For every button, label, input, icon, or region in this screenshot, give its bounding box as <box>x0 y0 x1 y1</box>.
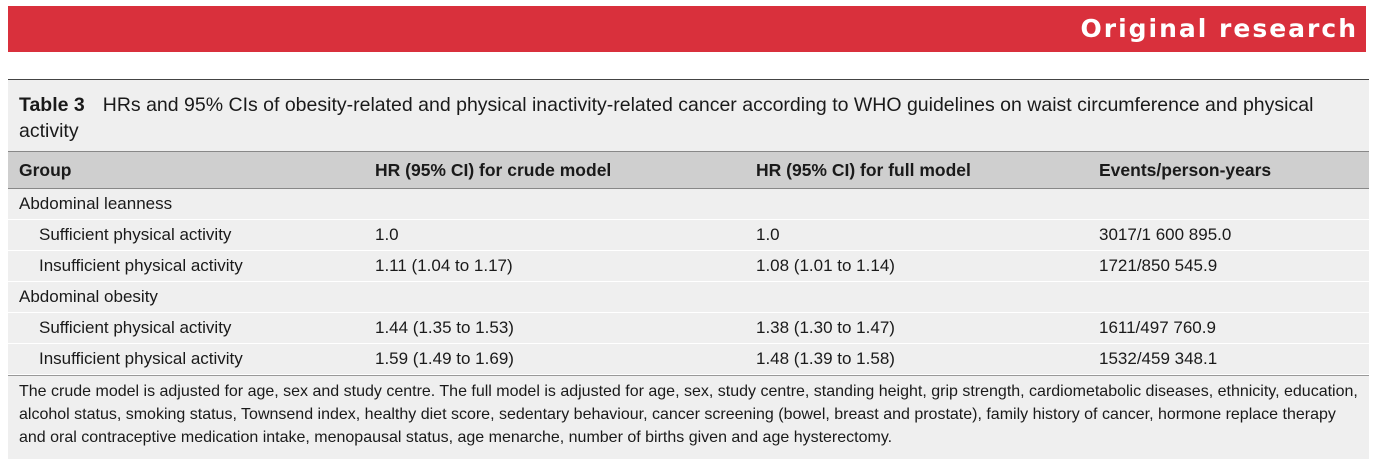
table-header: Group HR (95% CI) for crude model HR (95… <box>8 151 1369 189</box>
table-label: Table 3 <box>19 94 85 116</box>
banner-title: Original research <box>1080 14 1358 43</box>
table-row: Insufficient physical activity 1.59 (1.4… <box>8 344 1369 375</box>
full-hr-cell: 1.08 (1.01 to 1.14) <box>756 256 895 275</box>
column-header: Events/person-years <box>1099 159 1272 180</box>
table-caption: Table 3 HRs and 95% CIs of obesity-relate… <box>8 80 1369 151</box>
row-label: Insufficient physical activity <box>39 256 243 275</box>
table-footnote: The crude model is adjusted for age, sex… <box>8 375 1369 449</box>
column-header: HR (95% CI) for full model <box>756 159 971 180</box>
table-row: Sufficient physical activity 1.44 (1.35 … <box>8 313 1369 344</box>
row-label: Sufficient physical activity <box>39 318 232 337</box>
table-row: Insufficient physical activity 1.11 (1.0… <box>8 251 1369 282</box>
events-cell: 3017/1 600 895.0 <box>1099 225 1232 244</box>
full-hr-cell: 1.48 (1.39 to 1.58) <box>756 349 895 368</box>
table-row: Sufficient physical activity 1.0 1.0 301… <box>8 220 1369 251</box>
row-label: Sufficient physical activity <box>39 225 232 244</box>
group-label: Abdominal leanness <box>19 194 173 213</box>
results-table: Table 3 HRs and 95% CIs of obesity-relate… <box>8 79 1369 459</box>
full-hr-cell: 1.38 (1.30 to 1.47) <box>756 318 895 337</box>
group-label: Abdominal obesity <box>19 287 158 306</box>
group-row: Abdominal obesity <box>8 282 1369 313</box>
crude-hr-cell: 1.59 (1.49 to 1.69) <box>375 349 514 368</box>
row-label: Insufficient physical activity <box>39 349 243 368</box>
group-row: Abdominal leanness <box>8 189 1369 220</box>
column-header: HR (95% CI) for crude model <box>375 159 612 180</box>
crude-hr-cell: 1.44 (1.35 to 1.53) <box>375 318 514 337</box>
column-header: Group <box>19 159 72 180</box>
full-hr-cell: 1.0 <box>756 225 780 244</box>
events-cell: 1721/850 545.9 <box>1099 256 1218 275</box>
table-caption-text: HRs and 95% CIs of obesity-related and p… <box>19 94 1314 142</box>
crude-hr-cell: 1.11 (1.04 to 1.17) <box>375 256 513 275</box>
section-banner: Original research <box>8 6 1366 52</box>
events-cell: 1611/497 760.9 <box>1099 318 1216 337</box>
events-cell: 1532/459 348.1 <box>1099 349 1218 368</box>
crude-hr-cell: 1.0 <box>375 225 399 244</box>
